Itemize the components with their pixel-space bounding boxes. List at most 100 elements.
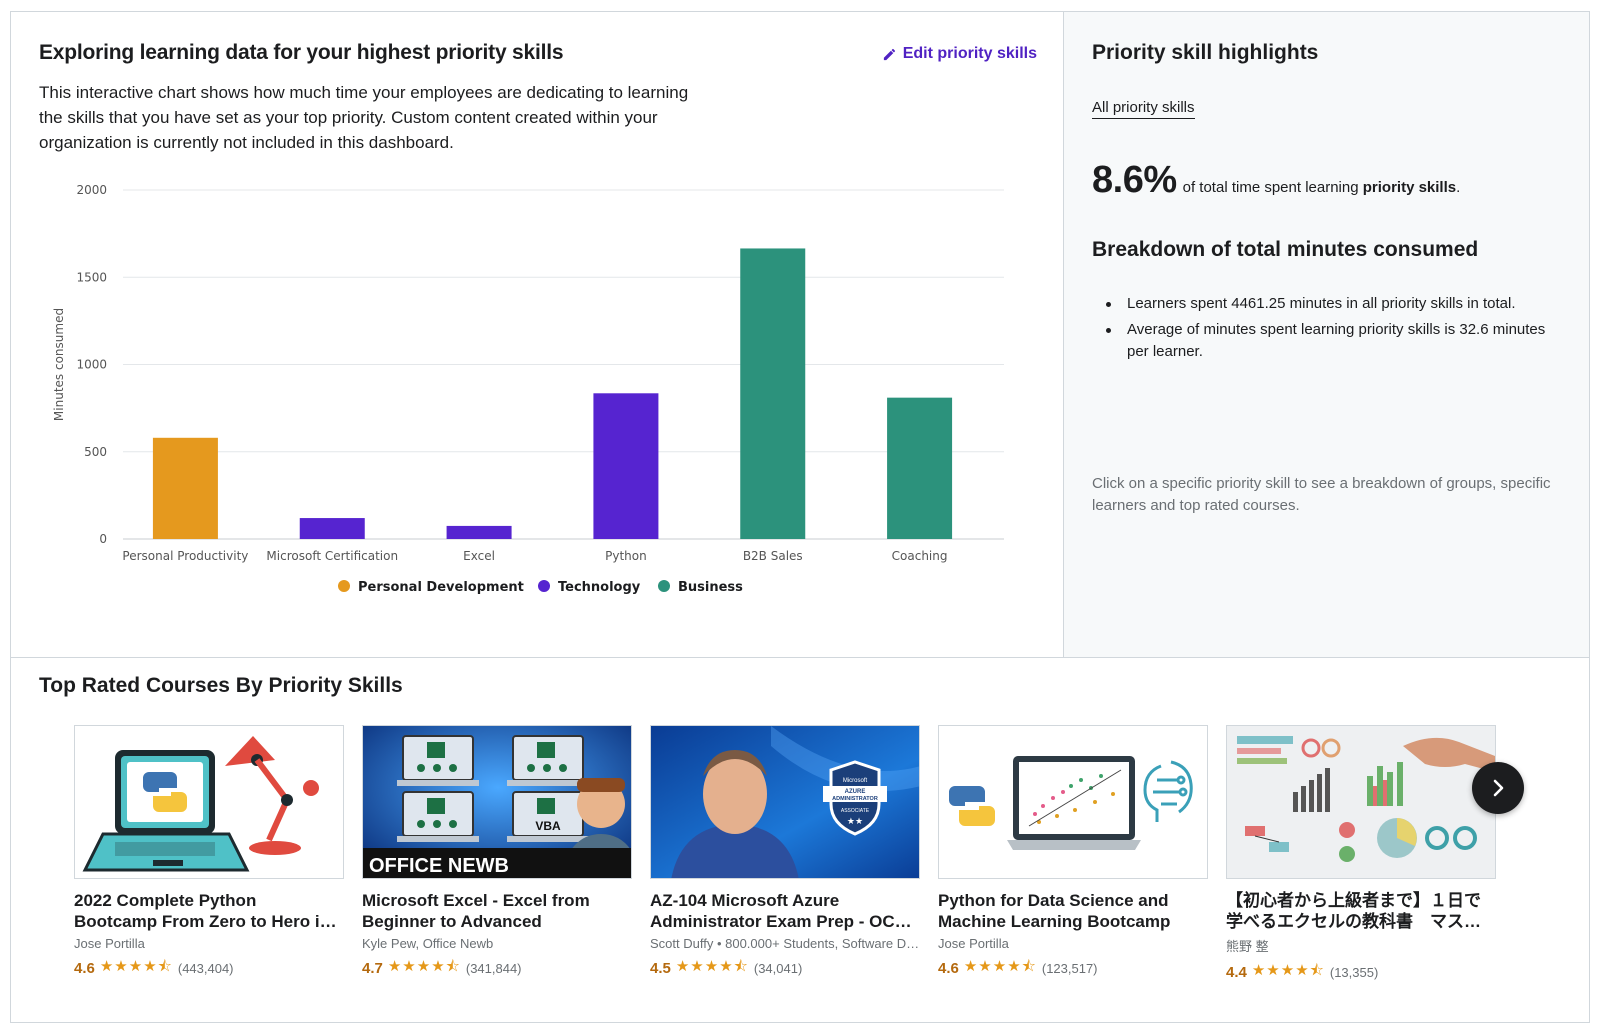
azure-instructor-illustration: Microsoft AZURE ADMINISTRATOR ASSOCIATE … [651, 726, 919, 878]
legend-swatch-technology [538, 580, 550, 592]
star-rating-icon: ★★★★⯪ [1251, 962, 1325, 979]
all-priority-skills-link[interactable]: All priority skills [1092, 99, 1195, 119]
course-title: Microsoft Excel - Excel from Beginner to… [362, 891, 590, 931]
pencil-icon [883, 48, 895, 60]
highlights-panel: Priority skill highlights All priority s… [1064, 12, 1589, 658]
y-tick-label: 0 [99, 532, 107, 546]
carousel-next-button[interactable] [1472, 762, 1524, 814]
chart-panel: Exploring learning data for your highest… [11, 12, 1064, 658]
breakdown-list: Learners spent 4461.25 minutes in all pr… [1092, 293, 1562, 367]
course-thumbnail: VBA OFFICE NEWB [362, 725, 632, 879]
course-title: 【初心者から上級者まで】１日で学べるエクセルの教科書 マスター講座 [1226, 891, 1481, 931]
course-thumbnail [74, 725, 344, 879]
course-author: Kyle Pew, Office Newb [362, 936, 494, 951]
caption-prefix: of total time spent learning [1182, 179, 1363, 196]
caption-suffix: . [1456, 179, 1461, 196]
list-item: Learners spent 4461.25 minutes in all pr… [1092, 293, 1562, 315]
bar-coaching[interactable] [887, 397, 953, 539]
course-author: Jose Portilla [938, 936, 1009, 951]
course-rating: 4.5 ★★★★⯪ (34,041) [650, 956, 920, 981]
x-tick-label: B2B Sales [743, 549, 803, 563]
legend-label: Business [678, 580, 743, 595]
star-rating-icon: ★★★★⯪ [387, 958, 461, 975]
rating-value: 4.5 [650, 960, 671, 977]
course-title: 2022 Complete Python Bootcamp From Zero … [74, 891, 330, 931]
course-thumbnail [938, 725, 1208, 879]
course-card[interactable]: VBA OFFICE NEWB Microsoft Excel - Excel … [362, 725, 632, 981]
x-tick-label: Python [605, 549, 647, 563]
y-tick-label: 1000 [76, 358, 107, 372]
excel-laptops-illustration: VBA OFFICE NEWB [363, 726, 631, 878]
x-tick-label: Excel [463, 549, 495, 563]
course-thumbnail [1226, 725, 1496, 879]
rating-value: 4.7 [362, 960, 383, 977]
bar-b2b-sales[interactable] [740, 248, 806, 539]
course-title: AZ-104 Microsoft Azure Administrator Exa… [650, 891, 906, 931]
y-tick-label: 2000 [76, 183, 107, 197]
course-card[interactable]: 2022 Complete Python Bootcamp From Zero … [74, 725, 344, 981]
course-card[interactable]: Python for Data Science and Machine Lear… [938, 725, 1208, 981]
priority-percent-caption: of total time spent learning priority sk… [1183, 179, 1461, 196]
y-tick-label: 500 [84, 445, 107, 459]
courses-title: Top Rated Courses By Priority Skills [39, 674, 403, 697]
dashboard-frame: Exploring learning data for your highest… [10, 11, 1590, 1023]
badge-stars-icon: ★★ [847, 817, 863, 827]
data-science-illustration [939, 726, 1207, 878]
chart-title: Exploring learning data for your highest… [39, 41, 564, 64]
priority-percent-stat: 8.6% of total time spent learning priori… [1092, 159, 1460, 202]
charts-paper-illustration [1227, 726, 1495, 878]
badge-low-text: ADMINISTRATOR [832, 796, 878, 802]
y-tick-label: 1500 [76, 270, 107, 284]
rating-count: (341,844) [465, 961, 522, 976]
y-axis-label: Minutes consumed [52, 308, 66, 421]
course-rating: 4.4 ★★★★⯪ (13,355) [1226, 960, 1496, 985]
chevron-right-icon [1493, 779, 1504, 797]
rating-value: 4.4 [1226, 964, 1247, 981]
python-laptop-illustration [75, 726, 343, 878]
badge-mid-text: AZURE [845, 789, 866, 795]
course-author: Scott Duffy • 800.000+ Students, Softwar… [650, 936, 920, 951]
star-rating-icon: ★★★★⯪ [675, 958, 749, 975]
bar-chart: 0 500 1000 1500 2000 Minutes consumed Personal… [52, 183, 1004, 595]
rating-count: (13,355) [1329, 965, 1379, 980]
highlights-title: Priority skill highlights [1092, 41, 1319, 64]
rating-count: (123,517) [1041, 961, 1098, 976]
x-tick-label: Coaching [892, 549, 948, 563]
vba-label: VBA [535, 819, 561, 833]
bar-python[interactable] [593, 393, 659, 539]
course-card[interactable]: 【初心者から上級者まで】１日で学べるエクセルの教科書 マスター講座 熊野 整 4… [1226, 725, 1496, 985]
bar-excel[interactable] [446, 525, 512, 539]
list-item: Average of minutes spent learning priori… [1092, 319, 1562, 363]
course-author: 熊野 整 [1226, 939, 1269, 954]
office-newb-logo: OFFICE NEWB [369, 855, 509, 877]
bar-microsoft-certification[interactable] [299, 518, 365, 539]
legend-label: Technology [558, 580, 641, 595]
course-rating: 4.6 ★★★★⯪ (443,404) [74, 956, 344, 981]
legend-swatch-business [658, 580, 670, 592]
breakdown-title: Breakdown of total minutes consumed [1092, 238, 1479, 261]
course-thumbnail: Microsoft AZURE ADMINISTRATOR ASSOCIATE … [650, 725, 920, 879]
chart-description: This interactive chart shows how much ti… [39, 83, 689, 152]
course-title: Python for Data Science and Machine Lear… [938, 891, 1171, 931]
badge-bottom-text: ASSOCIATE [841, 808, 870, 814]
x-tick-label: Microsoft Certification [266, 549, 398, 563]
rating-count: (34,041) [753, 961, 803, 976]
legend-swatch-personal-development [338, 580, 350, 592]
course-rating: 4.7 ★★★★⯪ (341,844) [362, 956, 632, 981]
course-author: Jose Portilla [74, 936, 145, 951]
legend-label: Personal Development [358, 580, 524, 595]
star-rating-icon: ★★★★⯪ [99, 958, 173, 975]
priority-percent-value: 8.6% [1092, 159, 1177, 201]
edit-priority-skills-link[interactable]: Edit priority skills [882, 45, 1037, 63]
rating-value: 4.6 [938, 960, 959, 977]
course-rating: 4.6 ★★★★⯪ (123,517) [938, 956, 1208, 981]
course-card[interactable]: Microsoft AZURE ADMINISTRATOR ASSOCIATE … [650, 725, 920, 981]
x-tick-label: Personal Productivity [122, 549, 248, 563]
rating-count: (443,404) [177, 961, 234, 976]
bar-personal-productivity[interactable] [152, 437, 218, 539]
edit-priority-skills-label: Edit priority skills [902, 45, 1037, 62]
badge-top-text: Microsoft [843, 778, 868, 784]
caption-bold: priority skills [1362, 179, 1457, 196]
star-rating-icon: ★★★★⯪ [963, 958, 1037, 975]
rating-value: 4.6 [74, 960, 95, 977]
